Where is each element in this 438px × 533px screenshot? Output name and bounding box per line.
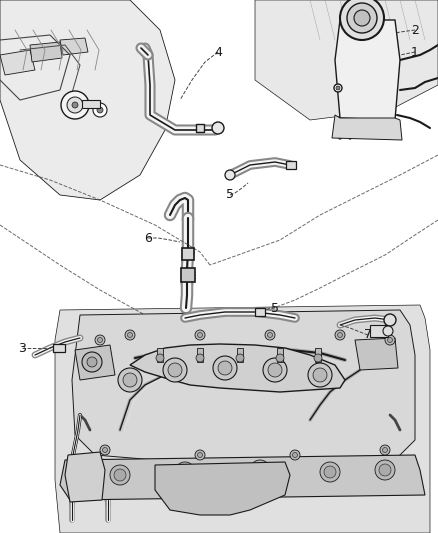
Circle shape — [195, 330, 205, 340]
Circle shape — [385, 335, 395, 345]
Circle shape — [97, 107, 103, 113]
Circle shape — [218, 361, 232, 375]
Circle shape — [340, 0, 384, 40]
Text: 4: 4 — [214, 45, 222, 59]
Polygon shape — [355, 338, 398, 370]
Circle shape — [195, 450, 205, 460]
Circle shape — [95, 335, 105, 345]
Polygon shape — [65, 452, 105, 502]
Circle shape — [175, 462, 195, 482]
Circle shape — [254, 464, 266, 476]
Circle shape — [265, 330, 275, 340]
Polygon shape — [30, 42, 62, 62]
Circle shape — [82, 352, 102, 372]
Bar — [352, 18, 372, 30]
Circle shape — [93, 103, 107, 117]
Text: 1: 1 — [411, 45, 419, 59]
Text: 7: 7 — [364, 328, 372, 342]
Circle shape — [335, 330, 345, 340]
Circle shape — [314, 354, 322, 362]
Circle shape — [72, 102, 78, 108]
Text: 5: 5 — [226, 189, 234, 201]
Circle shape — [334, 84, 342, 92]
Circle shape — [67, 97, 83, 113]
Polygon shape — [0, 50, 35, 75]
Polygon shape — [130, 344, 345, 392]
Text: 6: 6 — [144, 231, 152, 245]
Circle shape — [338, 333, 343, 337]
Circle shape — [236, 354, 244, 362]
Text: 5: 5 — [271, 302, 279, 314]
Circle shape — [293, 453, 297, 457]
Bar — [277, 348, 283, 362]
Circle shape — [308, 363, 332, 387]
Bar — [255, 308, 265, 316]
Circle shape — [336, 86, 340, 90]
Circle shape — [156, 354, 164, 362]
Circle shape — [110, 465, 130, 485]
Bar — [197, 348, 203, 362]
Bar — [315, 348, 321, 362]
Circle shape — [250, 460, 270, 480]
Circle shape — [198, 333, 202, 337]
Circle shape — [268, 363, 282, 377]
Circle shape — [127, 333, 133, 337]
Polygon shape — [255, 0, 438, 120]
Polygon shape — [155, 462, 290, 515]
Circle shape — [118, 368, 142, 392]
Text: 2: 2 — [411, 23, 419, 36]
Circle shape — [213, 356, 237, 380]
Circle shape — [123, 373, 137, 387]
Polygon shape — [60, 455, 425, 500]
Circle shape — [198, 453, 202, 457]
Bar — [181, 268, 195, 282]
Polygon shape — [55, 305, 430, 533]
Circle shape — [87, 357, 97, 367]
Circle shape — [382, 448, 388, 453]
Circle shape — [179, 466, 191, 478]
Bar — [53, 344, 65, 352]
Circle shape — [375, 460, 395, 480]
Circle shape — [100, 445, 110, 455]
Circle shape — [320, 462, 340, 482]
Circle shape — [163, 358, 187, 382]
Circle shape — [379, 464, 391, 476]
Bar — [82, 100, 100, 108]
Circle shape — [98, 337, 102, 343]
Circle shape — [347, 3, 377, 33]
Circle shape — [263, 358, 287, 382]
Polygon shape — [60, 38, 88, 55]
Circle shape — [290, 450, 300, 460]
Circle shape — [225, 170, 235, 180]
Polygon shape — [332, 115, 402, 140]
Text: 3: 3 — [18, 342, 26, 354]
Circle shape — [354, 10, 370, 26]
Polygon shape — [335, 20, 400, 120]
Bar — [157, 348, 163, 362]
Circle shape — [196, 354, 204, 362]
Circle shape — [61, 91, 89, 119]
Circle shape — [276, 354, 284, 362]
Polygon shape — [0, 0, 175, 200]
Circle shape — [324, 466, 336, 478]
Circle shape — [384, 314, 396, 326]
Circle shape — [268, 333, 272, 337]
Circle shape — [114, 469, 126, 481]
Bar — [196, 124, 204, 132]
Circle shape — [388, 337, 392, 343]
Polygon shape — [75, 345, 115, 380]
Circle shape — [383, 326, 393, 336]
Circle shape — [380, 445, 390, 455]
Circle shape — [102, 448, 107, 453]
Circle shape — [212, 122, 224, 134]
Circle shape — [168, 363, 182, 377]
Bar — [237, 348, 243, 362]
Bar — [286, 161, 296, 169]
Circle shape — [313, 368, 327, 382]
Circle shape — [125, 330, 135, 340]
Bar — [370, 325, 388, 337]
Bar — [182, 248, 194, 260]
Polygon shape — [72, 310, 415, 465]
